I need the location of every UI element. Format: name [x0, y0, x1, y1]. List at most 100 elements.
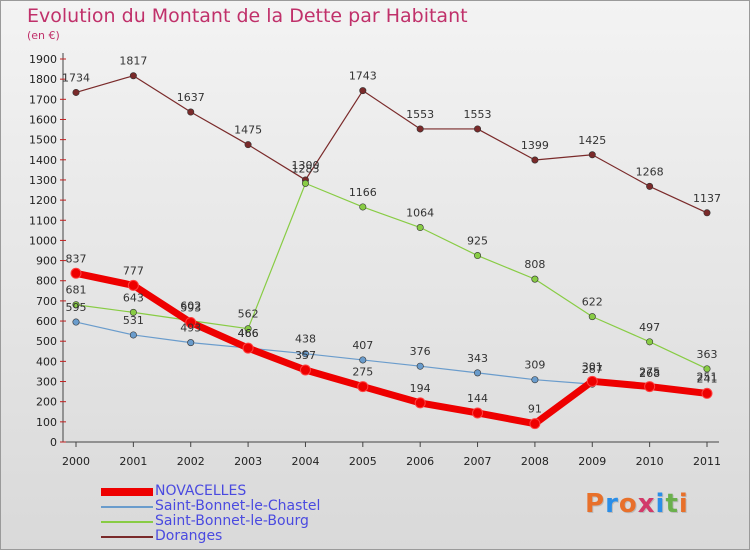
- y-tick-label: 600: [36, 315, 57, 328]
- y-tick-label: 1600: [29, 113, 57, 126]
- data-point: [416, 224, 424, 232]
- data-point: [531, 156, 539, 164]
- data-label: 275: [639, 366, 660, 379]
- data-label: 357: [295, 349, 316, 362]
- data-point: [531, 275, 539, 283]
- x-tick-label: 2005: [349, 455, 377, 468]
- data-label: 1637: [177, 91, 205, 104]
- data-label: 407: [352, 339, 373, 352]
- data-label: 268: [639, 367, 660, 380]
- data-label: 309: [524, 359, 545, 372]
- series-line: [75, 75, 708, 214]
- data-point: [474, 369, 482, 377]
- y-tick-label: 800: [36, 275, 57, 288]
- x-tick-label: 2002: [177, 455, 205, 468]
- data-point: [416, 362, 424, 370]
- data-point: [129, 308, 137, 316]
- proxiti-logo: Proxiti: [585, 489, 689, 519]
- data-point: [474, 252, 482, 260]
- data-label: 91: [528, 403, 542, 416]
- data-label: 1300: [291, 159, 319, 172]
- data-point: [414, 397, 426, 409]
- data-label: 343: [467, 352, 488, 365]
- y-tick-label: 1200: [29, 194, 57, 207]
- data-label: 1553: [464, 108, 492, 121]
- data-label: 531: [123, 314, 144, 327]
- y-tick-label: 300: [36, 376, 57, 389]
- legend-swatch: [101, 535, 153, 538]
- series-line: [72, 269, 711, 428]
- data-point: [359, 203, 367, 211]
- data-label: 1268: [636, 165, 664, 178]
- data-point: [301, 179, 309, 187]
- data-label: 595: [66, 301, 87, 314]
- data-point: [301, 350, 309, 358]
- data-point: [187, 339, 195, 347]
- data-label: 808: [524, 258, 545, 271]
- y-tick-label: 0: [50, 436, 57, 449]
- data-point: [72, 318, 80, 326]
- data-point: [187, 108, 195, 116]
- data-point: [299, 364, 311, 376]
- data-label: 1137: [693, 192, 721, 205]
- y-tick-label: 1900: [29, 53, 57, 66]
- x-tick-label: 2009: [578, 455, 606, 468]
- x-tick-label: 2001: [119, 455, 147, 468]
- data-label: 493: [180, 322, 201, 335]
- y-tick-label: 1800: [29, 73, 57, 86]
- data-label: 287: [582, 363, 603, 376]
- x-tick-label: 2007: [464, 455, 492, 468]
- data-label: 438: [295, 333, 316, 346]
- data-label: 144: [467, 392, 488, 405]
- data-point: [703, 209, 711, 217]
- legend-label: Doranges: [155, 528, 223, 544]
- legend-swatch: [101, 520, 153, 523]
- chart-subtitle: (en €): [27, 29, 60, 42]
- data-label: 777: [123, 264, 144, 277]
- data-label: 681: [66, 284, 87, 297]
- y-tick-label: 1100: [29, 214, 57, 227]
- data-label: 1743: [349, 70, 377, 83]
- y-tick-label: 1500: [29, 134, 57, 147]
- data-label: 466: [238, 327, 259, 340]
- chart-title: Evolution du Montant de la Dette par Hab…: [27, 5, 468, 27]
- data-point: [531, 376, 539, 384]
- y-tick-label: 1700: [29, 93, 57, 106]
- data-label: 251: [697, 370, 718, 383]
- data-point: [359, 87, 367, 95]
- legend-label: NOVACELLES: [155, 483, 247, 499]
- x-tick-label: 2010: [636, 455, 664, 468]
- x-tick-label: 2006: [406, 455, 434, 468]
- legend-label: Saint-Bonnet-le-Bourg: [155, 513, 309, 529]
- y-tick-label: 900: [36, 255, 57, 268]
- y-tick-label: 1000: [29, 234, 57, 247]
- x-tick-label: 2000: [62, 455, 90, 468]
- y-tick-label: 100: [36, 416, 57, 429]
- legend-swatch: [101, 487, 153, 496]
- x-tick-label: 2004: [291, 455, 319, 468]
- y-tick-label: 500: [36, 335, 57, 348]
- data-point: [472, 407, 484, 419]
- data-label: 837: [66, 252, 87, 265]
- data-label: 602: [180, 300, 201, 313]
- data-point: [129, 331, 137, 339]
- line-chart: 0 100 200 300 400 500 600 700 800 900 1000 1100 1200…: [29, 53, 721, 468]
- data-point: [416, 125, 424, 133]
- data-label: 622: [582, 296, 603, 309]
- data-label: 241: [697, 372, 718, 385]
- data-label: 1475: [234, 124, 262, 137]
- y-tick-label: 1300: [29, 174, 57, 187]
- data-label: 1399: [521, 139, 549, 152]
- data-label: 593: [180, 301, 201, 314]
- y-tick-label: 700: [36, 295, 57, 308]
- data-point: [359, 356, 367, 364]
- data-point: [242, 342, 254, 354]
- data-label: 497: [639, 321, 660, 334]
- data-label: 363: [697, 348, 718, 361]
- data-label: 301: [582, 360, 603, 373]
- data-point: [72, 301, 80, 309]
- x-tick-label: 2003: [234, 455, 262, 468]
- data-label: 1734: [62, 71, 90, 84]
- data-point: [646, 338, 654, 346]
